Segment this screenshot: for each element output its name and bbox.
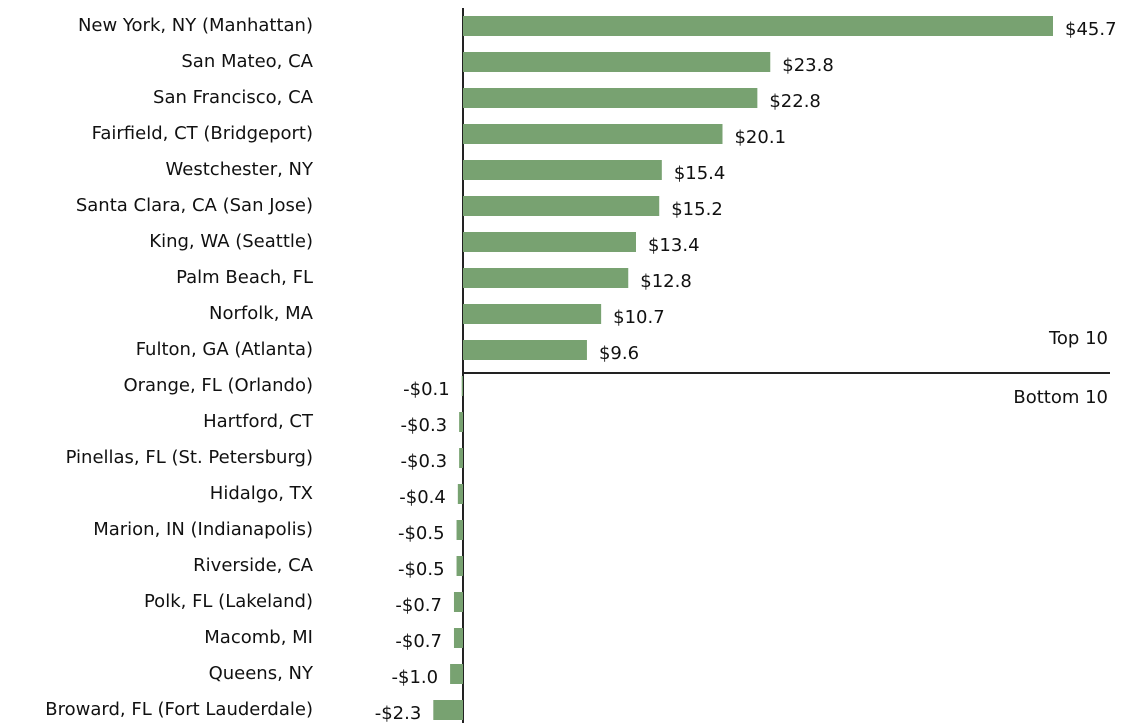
bar: [433, 700, 463, 720]
value-label: -$1.0: [392, 667, 439, 688]
category-label: Queens, NY: [209, 663, 314, 684]
value-label: -$0.7: [395, 631, 442, 652]
bar: [463, 232, 636, 252]
value-label: -$0.3: [401, 415, 448, 436]
category-label: King, WA (Seattle): [149, 231, 313, 252]
bar: [453, 592, 463, 612]
value-label: -$0.7: [395, 595, 442, 616]
category-label: Broward, FL (Fort Lauderdale): [45, 699, 313, 720]
bar: [463, 160, 662, 180]
bar: [456, 520, 463, 540]
category-label: New York, NY (Manhattan): [78, 15, 313, 36]
bar: [463, 304, 602, 324]
annotation: Top 10: [1048, 328, 1108, 349]
value-label: $22.8: [769, 91, 821, 112]
bar: [461, 376, 463, 396]
bar: [463, 124, 723, 144]
bar: [459, 412, 463, 432]
category-label: San Francisco, CA: [153, 87, 314, 108]
value-label: $23.8: [782, 55, 834, 76]
value-label: $13.4: [648, 235, 700, 256]
category-label: Macomb, MI: [204, 627, 313, 648]
category-label: Pinellas, FL (St. Petersburg): [66, 447, 313, 468]
value-label: -$0.4: [399, 487, 446, 508]
value-label: $45.7: [1065, 19, 1117, 40]
category-label: Orange, FL (Orlando): [123, 375, 313, 396]
category-label: Hartford, CT: [203, 411, 314, 432]
value-label: $10.7: [613, 307, 665, 328]
category-label: Santa Clara, CA (San Jose): [76, 195, 313, 216]
bar: [450, 664, 463, 684]
bar: [459, 448, 463, 468]
value-label: $15.2: [671, 199, 723, 220]
category-label: Fairfield, CT (Bridgeport): [92, 123, 313, 144]
category-label: Marion, IN (Indianapolis): [93, 519, 313, 540]
annotation: Bottom 10: [1013, 387, 1108, 408]
value-label: -$0.1: [403, 379, 450, 400]
value-label: -$0.5: [398, 559, 445, 580]
bar: [457, 484, 463, 504]
category-label: Fulton, GA (Atlanta): [136, 339, 313, 360]
category-label: Hidalgo, TX: [210, 483, 313, 504]
bar: [463, 16, 1053, 36]
value-label: -$2.3: [375, 703, 422, 723]
bar: [456, 556, 463, 576]
value-label: -$0.3: [401, 451, 448, 472]
bar: [463, 88, 758, 108]
category-label: Norfolk, MA: [209, 303, 314, 324]
bar: [453, 628, 463, 648]
bar: [463, 268, 629, 288]
category-label: Polk, FL (Lakeland): [144, 591, 313, 612]
value-label: -$0.5: [398, 523, 445, 544]
value-label: $15.4: [674, 163, 726, 184]
bar: [463, 340, 587, 360]
bar: [463, 196, 660, 216]
category-label: Westchester, NY: [166, 159, 314, 180]
value-label: $12.8: [640, 271, 692, 292]
value-label: $9.6: [599, 343, 639, 364]
category-label: Palm Beach, FL: [176, 267, 313, 288]
value-label: $20.1: [734, 127, 786, 148]
category-label: San Mateo, CA: [181, 51, 313, 72]
category-label: Riverside, CA: [193, 555, 314, 576]
bar: [463, 52, 771, 72]
